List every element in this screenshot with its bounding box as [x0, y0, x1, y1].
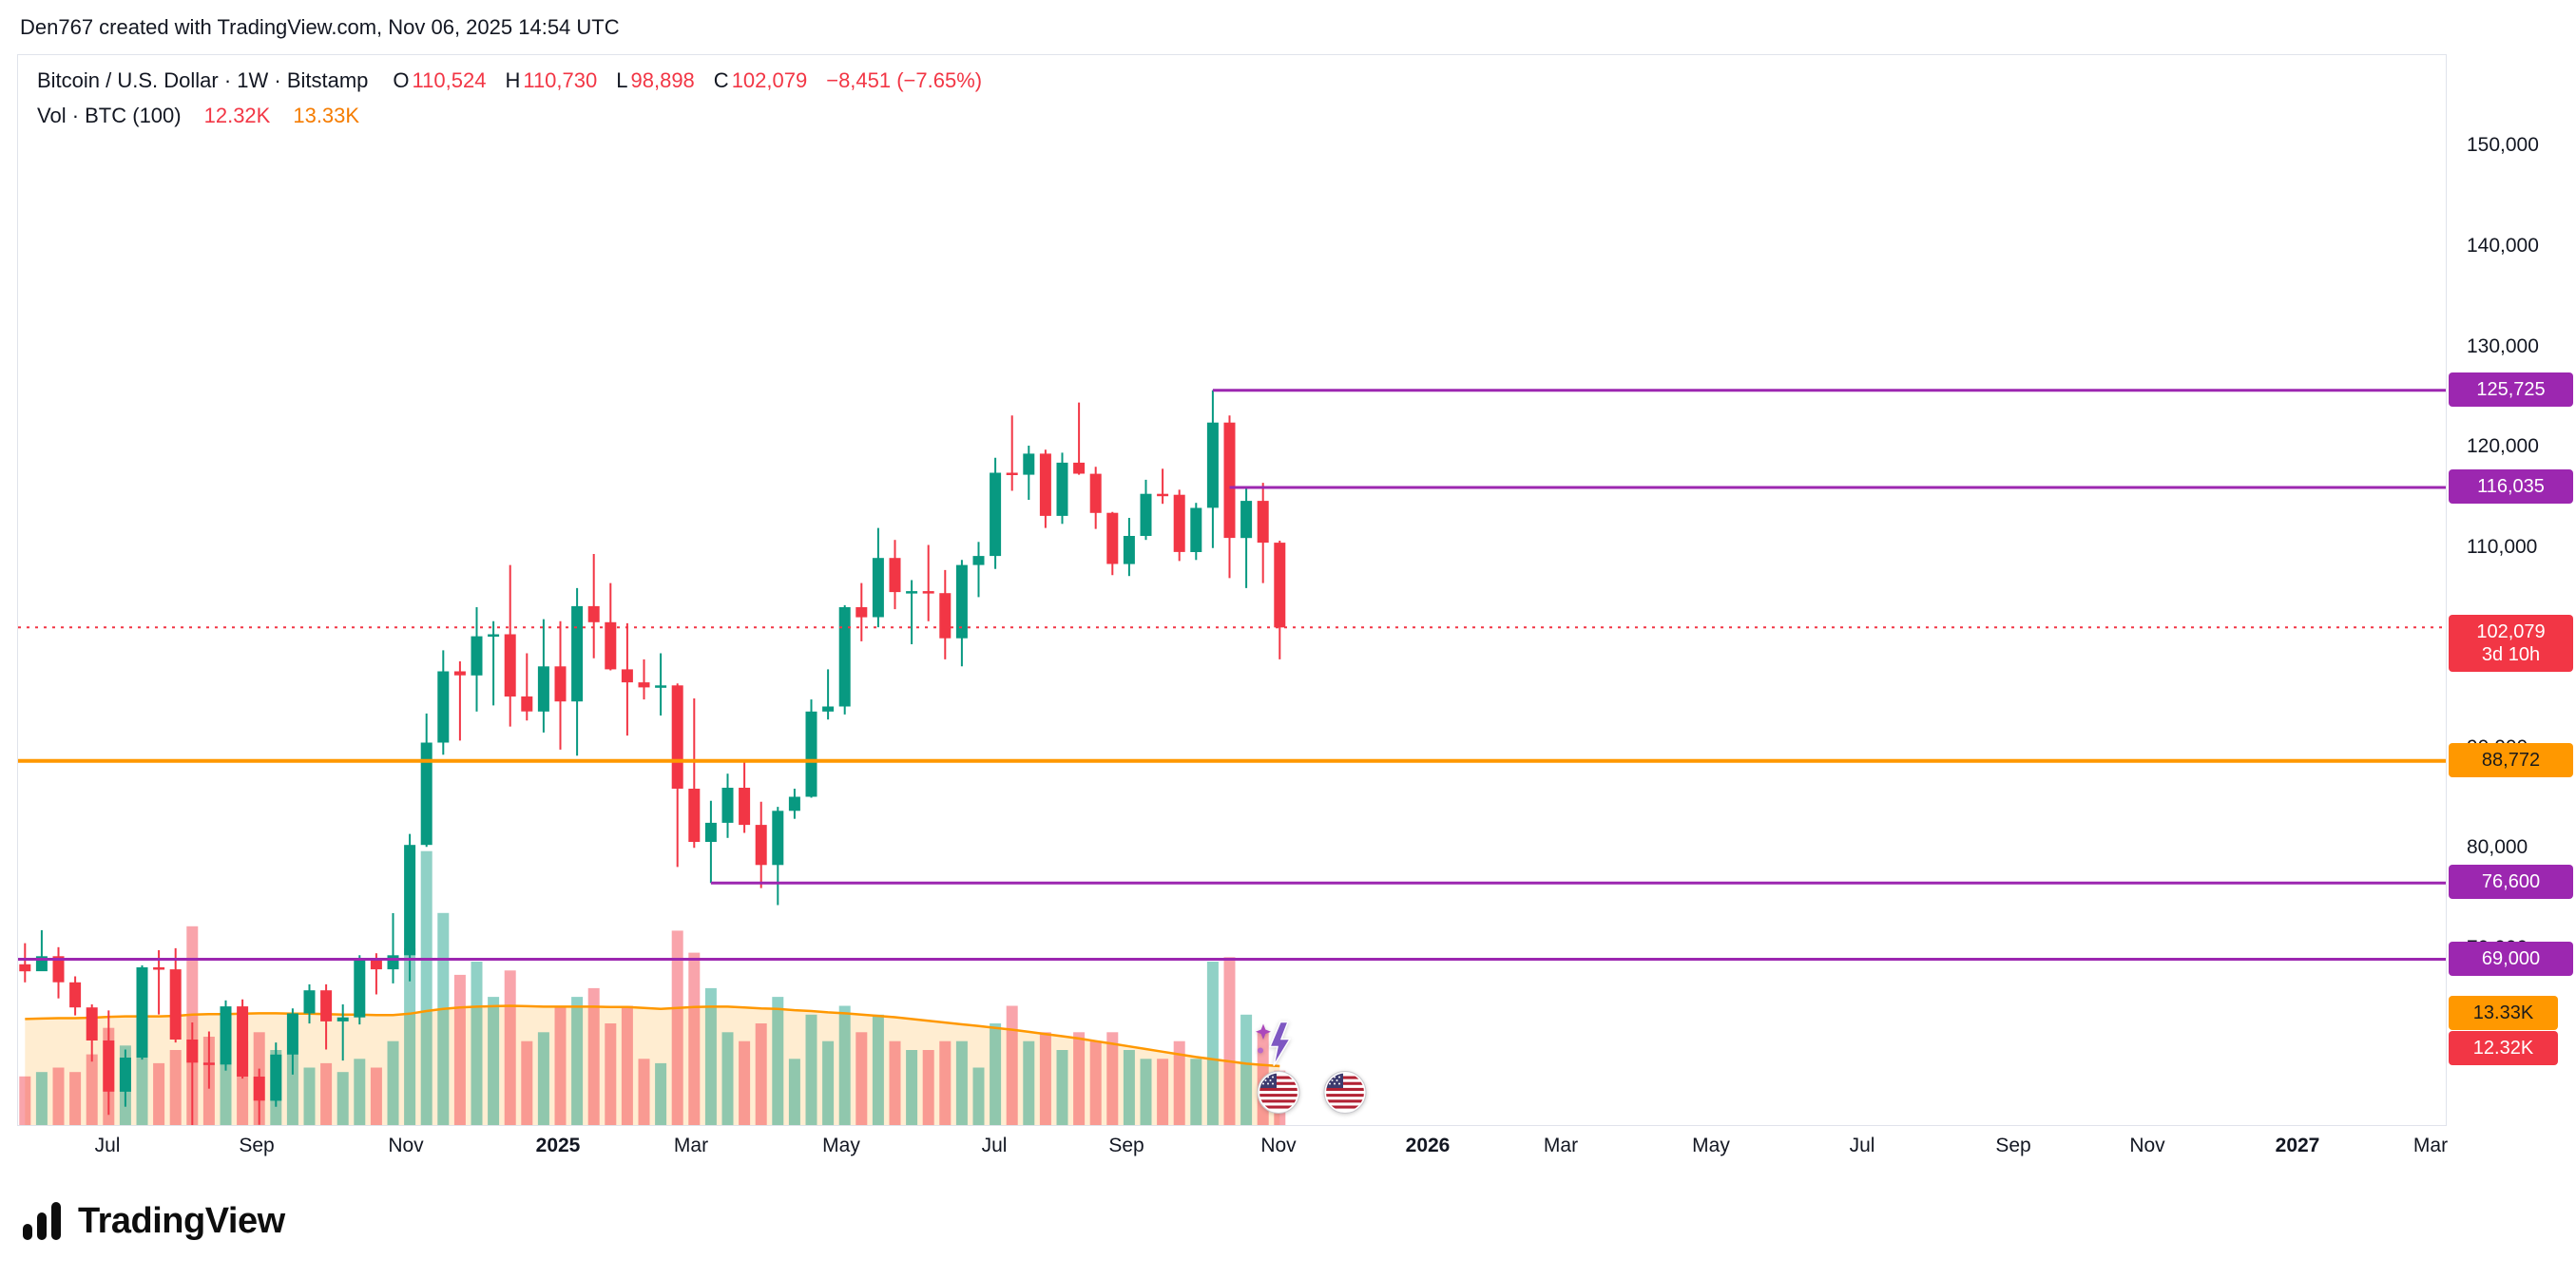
low-label: L [616, 68, 628, 92]
last-price-value: 102,079 [2476, 621, 2546, 643]
tradingview-logo-icon [23, 1202, 61, 1240]
low-value: 98,898 [630, 68, 695, 92]
time-axis-label: Sep [1108, 1135, 1144, 1156]
time-axis-label: Jul [94, 1135, 121, 1156]
volume-axis-label: 12.32K [2449, 1031, 2558, 1065]
price-axis-tick: 130,000 [2467, 334, 2539, 357]
close-label: C [713, 68, 729, 92]
open-label: O [393, 68, 410, 92]
tradingview-brand-text: TradingView [78, 1200, 285, 1241]
price-axis-tick: 80,000 [2467, 836, 2528, 859]
volume-axis-label: 13.33K [2449, 996, 2558, 1030]
time-axis-label: Sep [239, 1135, 275, 1156]
symbol-title[interactable]: Bitcoin / U.S. Dollar · 1W · Bitstamp [37, 68, 369, 92]
attribution-text: Den767 created with TradingView.com, Nov… [20, 15, 620, 39]
us-flag-marker[interactable] [1257, 1071, 1300, 1119]
time-axis-label: Jul [981, 1135, 1008, 1156]
us-flag-icon [1257, 1071, 1300, 1114]
change-value: −8,451 (−7.65%) [826, 68, 983, 92]
price-axis-tick: 120,000 [2467, 435, 2539, 458]
time-axis-label: 2025 [535, 1135, 581, 1156]
price-level-label: 125,725 [2449, 372, 2573, 407]
open-value: 110,524 [412, 68, 487, 92]
price-level-label: 116,035 [2449, 468, 2573, 504]
time-axis-label: Sep [1995, 1135, 2031, 1156]
time-axis-label: May [822, 1135, 860, 1156]
time-axis-label: May [1692, 1135, 1730, 1156]
close-value: 102,079 [731, 68, 808, 92]
time-axis-label: Mar [673, 1135, 709, 1156]
time-axis-label: 2027 [2275, 1135, 2320, 1156]
high-label: H [505, 68, 521, 92]
volume-legend-row: Vol · BTC (100) 12.32K 13.33K [37, 104, 982, 128]
price-axis-tick: 140,000 [2467, 234, 2539, 257]
price-level-label: 69,000 [2449, 941, 2573, 976]
tradingview-logo[interactable]: TradingView [21, 1199, 285, 1243]
time-axis-label: Nov [388, 1135, 424, 1156]
time-axis[interactable]: Jul Sep Nov 2025 Mar May Jul Sep Nov 2026 Mar May Ju… [0, 1127, 2576, 1171]
bar-countdown: 3d 10h [2481, 644, 2541, 666]
sparkle-bolt-icon [1256, 1021, 1292, 1066]
high-value: 110,730 [523, 68, 598, 92]
volume-current-value: 12.32K [203, 104, 271, 127]
last-price-label: 102,079 3d 10h [2449, 615, 2573, 673]
time-axis-label: Nov [1260, 1135, 1297, 1156]
us-flag-icon [1323, 1071, 1367, 1114]
price-axis-tick: 150,000 [2467, 134, 2539, 157]
price-axis-tick: 110,000 [2467, 535, 2538, 558]
time-axis-label: Mar [2413, 1135, 2449, 1156]
time-axis-label: Nov [2129, 1135, 2165, 1156]
time-axis-label: Mar [1543, 1135, 1579, 1156]
candlestick-chart-svg [18, 389, 2446, 1125]
time-axis-label: 2026 [1405, 1135, 1451, 1156]
volume-indicator-title[interactable]: Vol · BTC (100) [37, 104, 182, 127]
ohlc-values: O 110,524 H 110,730 L 98,898 C 102,079 −8,45… [393, 68, 982, 93]
volume-ma-value: 13.33K [293, 104, 360, 127]
time-axis-label: Jul [1849, 1135, 1875, 1156]
price-axis[interactable]: 150,000140,000130,000120,000110,000100,0… [2448, 54, 2576, 1126]
price-level-label: 76,600 [2449, 865, 2573, 900]
us-flag-marker[interactable] [1323, 1071, 1367, 1119]
sparkle-bolt-marker[interactable] [1252, 1019, 1303, 1075]
price-level-label: 88,772 [2449, 742, 2573, 777]
